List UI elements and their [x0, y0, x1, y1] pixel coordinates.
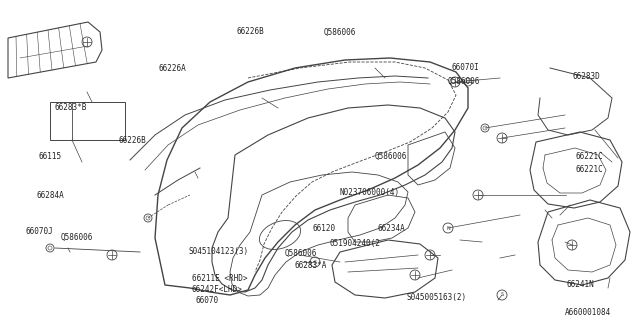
Text: 66283*B: 66283*B — [54, 103, 87, 112]
Text: 66241N: 66241N — [566, 280, 594, 289]
Text: 66226A: 66226A — [159, 64, 186, 73]
Text: 66242F<LHD>: 66242F<LHD> — [192, 285, 243, 294]
Text: 66221C: 66221C — [576, 152, 604, 161]
Text: Q586006: Q586006 — [285, 249, 317, 258]
Text: 66283*A: 66283*A — [294, 261, 327, 270]
Text: 66070J: 66070J — [26, 227, 53, 236]
Text: 66070: 66070 — [195, 296, 218, 305]
Text: 66283D: 66283D — [573, 72, 600, 81]
Text: 66115: 66115 — [38, 152, 61, 161]
Text: S045104123(3): S045104123(3) — [189, 247, 249, 256]
Text: N: N — [446, 226, 450, 230]
Text: S: S — [314, 260, 317, 265]
Text: N023706000(4): N023706000(4) — [339, 188, 399, 196]
Text: 66070I: 66070I — [451, 63, 479, 72]
Text: 66226B: 66226B — [118, 136, 146, 145]
Text: Q586006: Q586006 — [448, 77, 481, 86]
Text: 66221C: 66221C — [576, 165, 604, 174]
Text: Q586006: Q586006 — [374, 152, 407, 161]
Text: 66120: 66120 — [312, 224, 335, 233]
Text: Q586006: Q586006 — [323, 28, 356, 36]
Text: 66226B: 66226B — [237, 28, 264, 36]
Text: S045005163(2): S045005163(2) — [406, 293, 467, 302]
Text: 66211E <RHD>: 66211E <RHD> — [192, 274, 248, 283]
Text: Q586006: Q586006 — [61, 233, 93, 242]
Text: 66234A: 66234A — [378, 224, 405, 233]
Text: 66284A: 66284A — [36, 191, 64, 200]
Text: 051904240(2: 051904240(2 — [330, 239, 380, 248]
Text: S: S — [500, 292, 504, 298]
Text: A660001084: A660001084 — [564, 308, 611, 317]
